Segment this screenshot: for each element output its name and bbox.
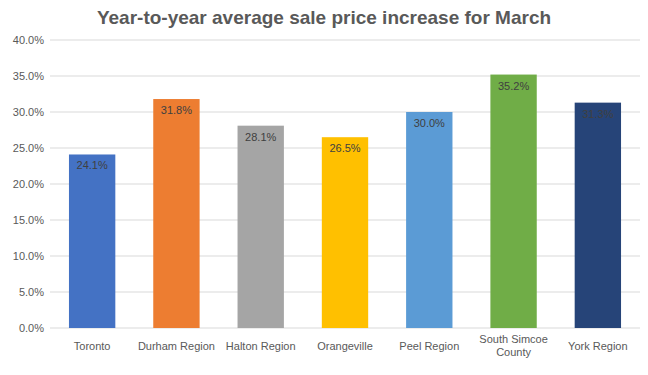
x-tick-label: Durham Region bbox=[138, 340, 215, 352]
bar bbox=[322, 137, 368, 328]
x-tick-label: Toronto bbox=[74, 340, 111, 352]
grid-line bbox=[50, 112, 640, 113]
data-label: 26.5% bbox=[329, 142, 360, 154]
y-tick-label: 30.0% bbox=[13, 106, 44, 118]
bars bbox=[69, 75, 621, 328]
data-label: 30.0% bbox=[414, 117, 445, 129]
y-tick-label: 25.0% bbox=[13, 142, 44, 154]
grid bbox=[50, 40, 640, 328]
data-label: 28.1% bbox=[245, 131, 276, 143]
x-tick-label: South SimcoeCounty bbox=[479, 333, 547, 358]
y-tick-label: 35.0% bbox=[13, 70, 44, 82]
bar bbox=[69, 154, 115, 328]
bar bbox=[490, 75, 536, 328]
x-tick-label: Orangeville bbox=[317, 340, 373, 352]
grid-line bbox=[50, 76, 640, 77]
title: Year-to-year average sale price increase… bbox=[97, 7, 551, 28]
bar bbox=[575, 103, 621, 328]
grid-line bbox=[50, 40, 640, 41]
background bbox=[0, 0, 648, 375]
x-tick-label: Halton Region bbox=[226, 340, 296, 352]
data-label: 24.1% bbox=[77, 159, 108, 171]
bar bbox=[406, 112, 452, 328]
data-label: 31.3% bbox=[582, 108, 613, 120]
bar bbox=[153, 99, 199, 328]
y-tick-label: 5.0% bbox=[19, 286, 44, 298]
chart: Year-to-year average sale price increase… bbox=[0, 0, 648, 375]
x-tick-label: York Region bbox=[568, 340, 628, 352]
y-tick-label: 15.0% bbox=[13, 214, 44, 226]
labels: 24.1% 31.8% 28.1% 26.5% 30.0% 35.2% 31.3% bbox=[77, 80, 614, 172]
x-tick-label: Peel Region bbox=[399, 340, 459, 352]
y-tick-label: 40.0% bbox=[13, 34, 44, 46]
y-tick-label: 20.0% bbox=[13, 178, 44, 190]
y-tick-label: 0.0% bbox=[19, 322, 44, 334]
y-tick-label: 10.0% bbox=[13, 250, 44, 262]
data-label: 35.2% bbox=[498, 80, 529, 92]
bar bbox=[238, 126, 284, 328]
data-label: 31.8% bbox=[161, 104, 192, 116]
